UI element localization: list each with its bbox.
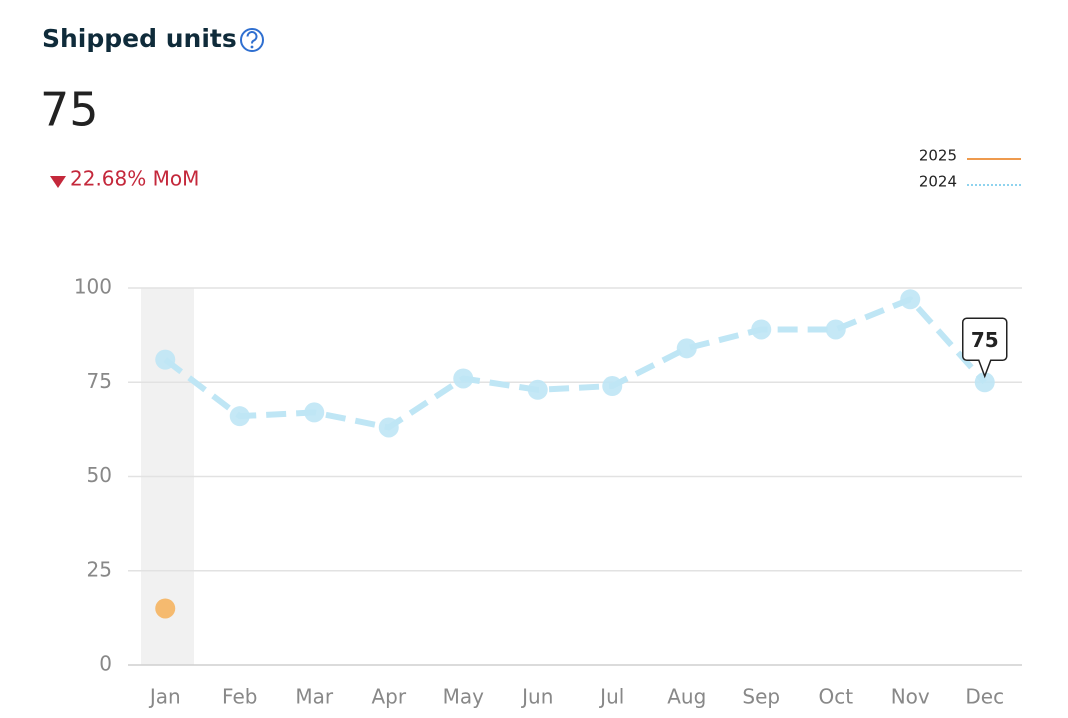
- help-dot: [250, 45, 254, 49]
- x-tick-label: Mar: [295, 685, 334, 709]
- x-tick-label: Sep: [742, 685, 780, 709]
- x-tick-label: Jul: [598, 685, 624, 709]
- kpi-change: 22.68% MoM: [70, 167, 199, 191]
- x-tick-label: Apr: [371, 685, 406, 709]
- data-point: [900, 289, 921, 310]
- data-point: [304, 402, 325, 423]
- data-point: [825, 319, 846, 340]
- legend-label: 2024: [919, 173, 957, 191]
- widget-title: Shipped units: [42, 24, 237, 53]
- data-point: [229, 406, 250, 427]
- x-tick-label: Oct: [818, 685, 853, 709]
- help-circle: [240, 28, 264, 52]
- series-line: [163, 296, 987, 431]
- data-point: [751, 319, 772, 340]
- help-glyph: [246, 30, 258, 44]
- x-tick-label: Jun: [520, 685, 553, 709]
- data-point: [155, 598, 176, 619]
- y-tick-label: 75: [87, 369, 112, 393]
- x-tick-label: Feb: [222, 685, 257, 709]
- data-point: [602, 376, 623, 397]
- data-point: [453, 368, 474, 389]
- data-point: [974, 372, 995, 393]
- y-tick-label: 100: [74, 275, 112, 299]
- tooltip-value: 75: [971, 328, 999, 352]
- y-tick-label: 0: [99, 652, 112, 676]
- legend-label: 2025: [919, 147, 957, 165]
- help-icon[interactable]: [240, 28, 264, 52]
- tooltip-box: [962, 317, 1008, 379]
- x-tick-label: Dec: [965, 685, 1004, 709]
- data-point: [676, 338, 697, 359]
- kpi-value: 75: [40, 83, 99, 137]
- y-tick-label: 25: [87, 557, 112, 581]
- x-tick-label: May: [443, 685, 485, 709]
- x-tick-label: Aug: [667, 685, 706, 709]
- x-tick-label: Nov: [891, 685, 930, 709]
- data-point: [378, 417, 399, 438]
- data-point: [155, 349, 176, 370]
- down-arrow: [50, 176, 66, 188]
- data-point: [527, 379, 548, 400]
- y-tick-label: 50: [87, 463, 112, 487]
- x-tick-label: Jan: [148, 685, 181, 709]
